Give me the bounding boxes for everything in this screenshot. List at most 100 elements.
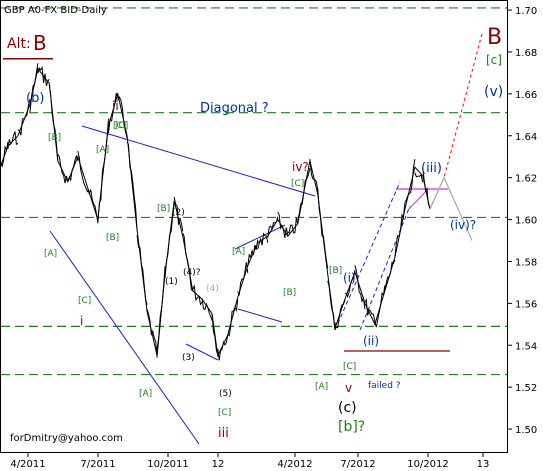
price-bars-segment	[117, 95, 128, 139]
price-bars-segment	[354, 265, 366, 310]
wave-label: [C]	[113, 121, 126, 131]
wave-3-trendline	[185, 343, 219, 361]
wave-annotation: (ii)	[363, 334, 379, 348]
diagonal-lower-trendline	[49, 230, 200, 445]
alt-underline	[3, 58, 53, 60]
channel-lower-dashed	[359, 205, 411, 331]
wave-annotation: [c]	[486, 53, 502, 67]
price-bars-segment	[309, 158, 319, 190]
price-bars-segment	[267, 216, 279, 238]
wave-annotation: (c)	[338, 400, 357, 416]
wave-label: [B]	[329, 266, 342, 276]
price-bars-segment	[29, 63, 39, 113]
price-bars-segment	[57, 154, 69, 184]
price-bars-segment	[146, 309, 158, 358]
price-bars-segment	[334, 300, 346, 329]
wave-label: [C]	[78, 296, 91, 306]
price-bars-segment	[37, 65, 50, 87]
corner-wave-label: B	[487, 25, 502, 50]
wave-label: [C]	[291, 179, 304, 189]
price-bars-segment	[384, 259, 396, 291]
price-bars-segment	[182, 233, 194, 292]
wave-label: [C]	[343, 362, 356, 372]
chart-title: GBP A0-FX BID-Daily	[4, 5, 107, 16]
y-tick-label: 1.68	[515, 48, 537, 59]
price-bars-segment	[87, 189, 99, 223]
y-tick-label: 1.58	[515, 257, 537, 268]
projection-grey	[429, 176, 473, 241]
y-tick-label: 1.54	[515, 341, 537, 352]
wave-annotation: [b]?	[338, 419, 365, 435]
y-tick-label: 1.52	[515, 383, 537, 394]
price-bars-segment	[257, 232, 269, 250]
alt-label: Alt:	[7, 36, 31, 52]
trendline-overlays	[49, 125, 450, 445]
price-bars-segment	[277, 211, 289, 238]
price-bars-segment	[77, 150, 89, 193]
price-bars-segment	[317, 188, 329, 269]
footer-email: forDmitry@yahoo.com	[10, 433, 123, 444]
x-tick-label: 4/2011	[10, 459, 45, 470]
x-tick-label: 10/2011	[147, 459, 189, 470]
y-tick-label: 1.64	[515, 132, 537, 143]
wave-label: [A]	[315, 382, 328, 392]
y-tick-label: 1.66	[515, 90, 537, 101]
wave-label: [A]	[44, 249, 57, 259]
y-tick-label: 1.60	[515, 216, 537, 227]
wave-annotation: ii	[112, 99, 119, 113]
wave-label: (3)	[182, 353, 195, 363]
x-tick-label: 10/2012	[407, 459, 449, 470]
price-bars-segment	[48, 84, 59, 161]
y-tick-label: 1.50	[515, 425, 537, 436]
wave-label: [B]	[157, 204, 170, 214]
wave-label: (4)	[206, 284, 219, 294]
wave-label: [B]	[106, 233, 119, 243]
price-bars-segment	[422, 167, 431, 208]
price-bars-segment	[394, 202, 406, 258]
wave-4-lower-trendline	[237, 308, 283, 323]
wave-label: (1)	[165, 277, 178, 287]
wave-labels: Diagonal ?(b) iiiv?iiiiv(c)[b]?(iii)(iv)?…	[26, 53, 503, 441]
wave-annotation: iii	[218, 426, 229, 441]
price-bars-segment	[192, 284, 203, 306]
price-bars-segment	[17, 98, 31, 136]
wave-label: [C]	[115, 121, 128, 131]
y-axis: 1.721.701.681.661.641.621.601.581.561.54…	[507, 6, 537, 436]
price-bars-segment	[201, 298, 213, 321]
y-tick-label: 1.70	[515, 6, 537, 17]
wave-label: (4)?	[183, 268, 201, 278]
plot-frame	[0, 0, 508, 453]
price-bars-segment	[287, 217, 299, 234]
price-bars-segment	[0, 141, 9, 169]
wave-annotation: Diagonal ?	[200, 101, 269, 116]
price-bars-segment	[247, 239, 259, 266]
x-tick-label: 4/2012	[277, 459, 312, 470]
price-bars-segment	[164, 202, 175, 279]
wave-label: [A]	[96, 145, 109, 155]
wave-label: [A]	[232, 247, 245, 257]
price-bars-segment	[414, 172, 424, 183]
price-bars-segment	[7, 131, 19, 150]
wave-label: (2)	[172, 208, 185, 218]
wave-annotation: (iv)?	[450, 218, 476, 232]
wave-annotation: failed ?	[368, 381, 401, 391]
price-bars-segment	[217, 334, 229, 361]
wave-label: [C]	[218, 408, 231, 418]
wave-4-trendline	[234, 224, 286, 250]
price-bars-segment	[344, 270, 356, 299]
price-bars-segment	[156, 266, 166, 350]
price-bars-segment	[237, 262, 249, 296]
price-bars-segment	[211, 314, 219, 355]
price-bars-segment	[404, 159, 416, 203]
wave-label: [B]	[283, 288, 296, 298]
x-tick-label: 7/2012	[340, 459, 375, 470]
x-tick-label: 13	[477, 459, 490, 470]
x-tick-label: 12	[212, 459, 225, 470]
wave-label: [B]	[48, 133, 61, 143]
horizontal-levels	[1, 7, 507, 376]
wave-annotation: iv?	[292, 160, 309, 174]
price-bars-segment	[374, 285, 386, 328]
price-bars-segment	[67, 154, 79, 182]
